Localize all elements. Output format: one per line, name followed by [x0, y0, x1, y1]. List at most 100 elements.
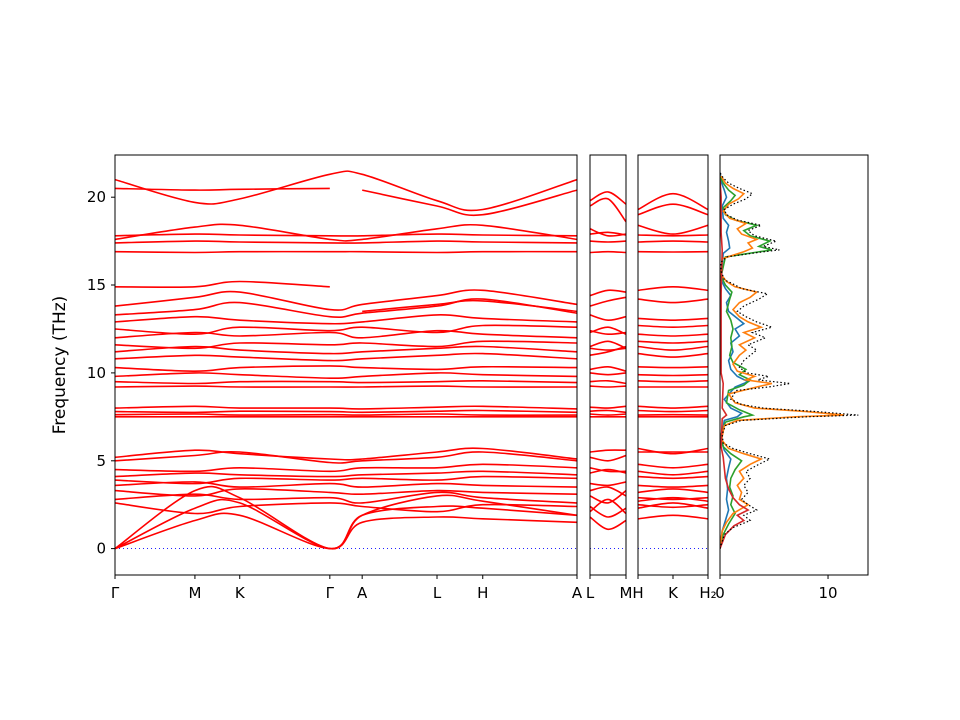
phonon-band — [115, 314, 577, 325]
dos-curve-pdos-blue — [720, 172, 751, 549]
panel-frame — [719, 154, 869, 576]
phonon-band — [590, 385, 626, 388]
phonon-band — [115, 379, 577, 385]
phonon-band — [638, 324, 708, 329]
phonon-band — [638, 475, 708, 480]
phonon-band — [115, 345, 577, 355]
x-tick-label: K — [235, 584, 246, 602]
y-tick-label: 10 — [87, 364, 106, 382]
phonon-band — [115, 512, 577, 550]
phonon-band — [638, 340, 708, 344]
dos-curve-pdos-orange — [720, 175, 845, 549]
phonon-band — [590, 250, 626, 254]
phonon-band — [638, 447, 708, 455]
phonon-band — [638, 514, 708, 520]
phonon-band — [115, 233, 577, 237]
x-tick-label: L — [586, 584, 595, 602]
phonon-band — [638, 298, 708, 304]
y-tick-label: 15 — [87, 276, 106, 294]
phonon-band — [590, 296, 626, 307]
phonon-band — [638, 380, 708, 383]
phonon-band — [590, 449, 626, 453]
phonon-band — [115, 475, 577, 485]
phonon-band — [638, 409, 708, 413]
phonon-band — [115, 340, 577, 350]
phonon-band — [362, 189, 577, 217]
phonon-band — [590, 340, 626, 350]
phonon-band — [115, 385, 577, 388]
phonon-band — [115, 491, 577, 504]
phonon-band — [115, 187, 330, 191]
dos-curve-pdos-red — [720, 179, 750, 549]
x-tick-label: A — [357, 584, 368, 602]
phonon-band — [638, 496, 708, 501]
phonon-band — [590, 516, 626, 531]
phonon-band — [638, 502, 708, 509]
dos-curve-pdos-green — [720, 175, 773, 549]
phonon-band — [590, 345, 626, 357]
phonon-band — [590, 372, 626, 376]
x-tick-label: H₂ — [699, 584, 716, 602]
phonon-band — [115, 352, 577, 362]
phonon-band — [115, 450, 577, 464]
phonon-band — [115, 498, 577, 550]
phonon-band — [590, 409, 626, 414]
phonon-band — [638, 496, 708, 502]
phonon-band — [590, 191, 626, 205]
phonon-band — [590, 231, 626, 236]
phonon-band — [115, 280, 330, 288]
dos-panel — [720, 172, 859, 549]
phonon-band — [115, 250, 577, 254]
phonon-band — [638, 317, 708, 322]
panel-frame — [589, 154, 627, 576]
phonon-band — [638, 366, 708, 369]
phonon-band — [115, 298, 577, 318]
x-tick-label: M — [188, 584, 201, 602]
band-panel-main — [115, 170, 577, 550]
phonon-band — [590, 314, 626, 322]
phonon-band — [638, 285, 708, 292]
x-tick-label: H — [632, 584, 643, 602]
phonon-band — [115, 502, 577, 515]
y-tick-label: 20 — [87, 188, 106, 206]
phonon-band — [115, 170, 577, 212]
panel-frame — [114, 154, 578, 576]
phonon-band — [115, 447, 577, 461]
phonon-band — [638, 484, 708, 488]
phonon-band — [115, 223, 577, 242]
x-tick-label: A — [572, 584, 583, 602]
phonon-band — [638, 234, 708, 237]
phonon-band — [590, 454, 626, 462]
phonon-band — [115, 324, 577, 336]
phonon-band — [638, 333, 708, 337]
phonon-band — [590, 197, 626, 223]
phonon-band — [115, 372, 577, 380]
phonon-band — [590, 289, 626, 297]
phonon-band — [638, 224, 708, 235]
dos-curve-total-dos — [720, 172, 859, 549]
phonon-band — [638, 373, 708, 377]
band-panel-LM — [590, 191, 626, 550]
x-tick-label: Γ — [111, 584, 120, 602]
x-tick-label: L — [433, 584, 442, 602]
phonon-band — [115, 240, 577, 244]
x-tick-label: M — [620, 584, 633, 602]
phonon-band — [638, 352, 708, 358]
dos-x-tick-label: 0 — [715, 584, 725, 602]
phonon-band — [590, 240, 626, 243]
phonon-band — [590, 498, 626, 515]
phonon-band — [115, 365, 577, 373]
phonon-band — [590, 467, 626, 473]
x-tick-label: K — [668, 584, 679, 602]
phonon-band — [590, 379, 626, 385]
phonon-band — [638, 470, 708, 476]
x-tick-label: Γ — [326, 584, 335, 602]
phonon-band — [115, 463, 577, 473]
phonon-band — [590, 347, 626, 351]
phonon-band — [115, 329, 577, 339]
phonon-band — [590, 326, 626, 335]
phonon-band — [638, 405, 708, 409]
panel-frame — [637, 154, 709, 576]
phonon-band — [638, 503, 708, 509]
